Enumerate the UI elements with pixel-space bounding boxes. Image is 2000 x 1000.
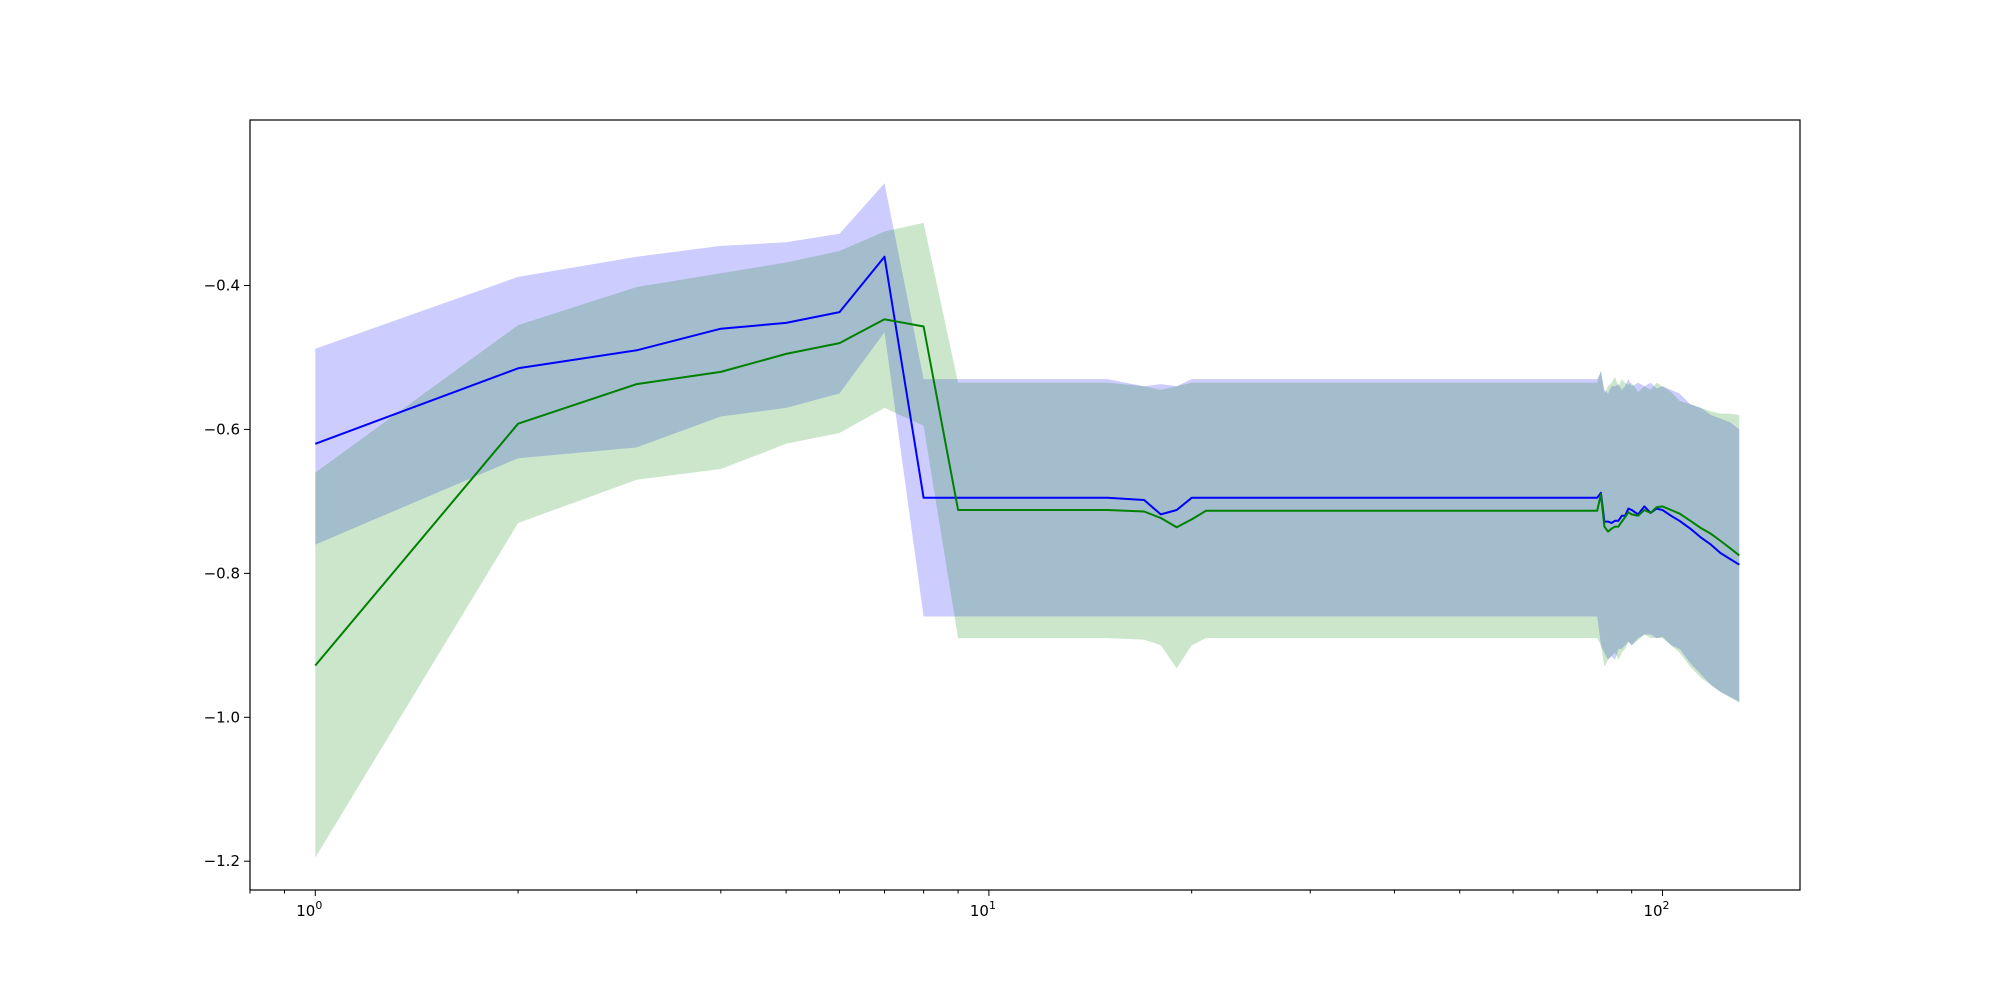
x-axis: 100 101 102 [249,890,1670,920]
plot-frame [249,119,1801,891]
series-1-band [315,183,1740,702]
x-tick-label: 100 [296,899,322,920]
series-2-band [315,222,1740,858]
confidence-bands [315,183,1740,858]
y-tick-label: −1.2 [204,852,240,870]
y-tick-label: −1.0 [204,708,240,726]
y-tick-label: −0.4 [204,277,240,295]
y-tick-label: −0.8 [204,564,240,582]
series-lines [314,255,1740,667]
y-tick-label: −0.6 [204,420,240,438]
x-tick-label: 101 [970,899,996,920]
x-tick-label: 102 [1643,899,1669,920]
y-axis: −0.4 −0.6 −0.8 −1.0 −1.2 [204,277,250,870]
series-1-line [314,255,1740,566]
series-2-line [314,318,1740,667]
